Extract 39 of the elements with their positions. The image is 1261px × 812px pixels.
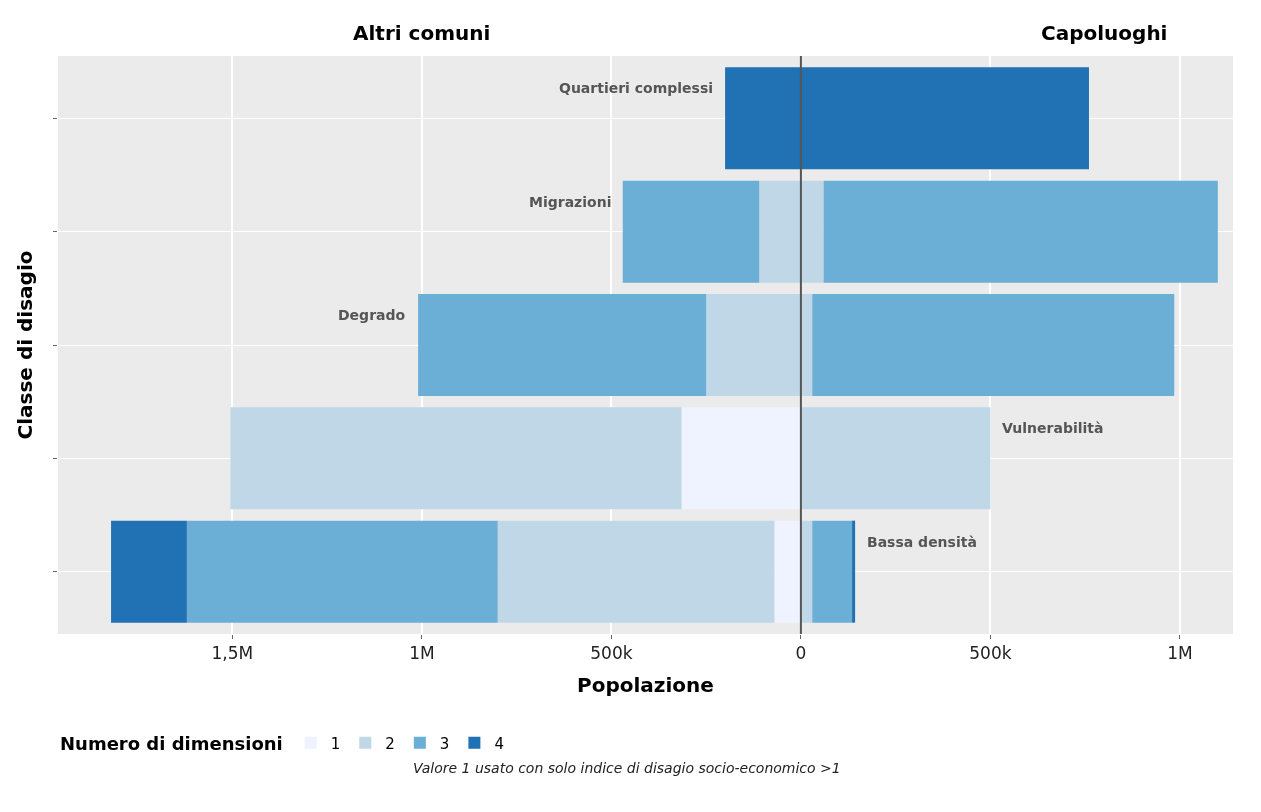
bar [622, 180, 760, 283]
x-tick-label: 1,5M [211, 643, 254, 664]
y-tick-label: Vulnerabilità [1002, 420, 1104, 436]
text: Capoluoghi [1041, 21, 1168, 45]
bar [812, 294, 1175, 396]
bar [418, 294, 707, 396]
bar [823, 180, 1218, 283]
bar [186, 520, 498, 623]
bar [681, 407, 801, 510]
bar [812, 520, 853, 623]
bar [230, 407, 682, 510]
bar [800, 407, 991, 510]
y-tick-label: Migrazioni [529, 194, 612, 210]
bar [497, 520, 775, 623]
text: Altri comuni [353, 21, 491, 45]
bar [111, 520, 187, 623]
bar [800, 180, 824, 283]
x-tick-label: 500k [969, 643, 1012, 664]
legend-label: 4 [494, 734, 504, 753]
text: Valore 1 usato con solo indice di disagio socio-economico >1 [413, 760, 841, 776]
bar [800, 67, 1089, 170]
x-tick-label: 0 [795, 643, 807, 664]
legend-label: 2 [385, 734, 395, 753]
x-axis-title: Popolazione [577, 672, 714, 697]
y-axis-title: Classe di disagio [12, 250, 37, 440]
y-tick-label: Quartieri complessi [559, 80, 714, 96]
x-tick-label: 1M [1167, 643, 1193, 664]
y-tick-label: Bassa densità [867, 534, 977, 550]
bar [774, 520, 801, 623]
bar [725, 67, 801, 170]
legend-title: Numero di dimensioni [60, 732, 283, 754]
y-tick-label: Degrado [338, 307, 406, 323]
bar [852, 520, 856, 623]
bar [706, 294, 801, 396]
x-tick-label: 500k [590, 643, 633, 664]
x-tick-label: 1M [409, 643, 435, 664]
bar [759, 180, 801, 283]
legend-label: 1 [330, 734, 341, 753]
legend-label: 3 [439, 734, 450, 753]
